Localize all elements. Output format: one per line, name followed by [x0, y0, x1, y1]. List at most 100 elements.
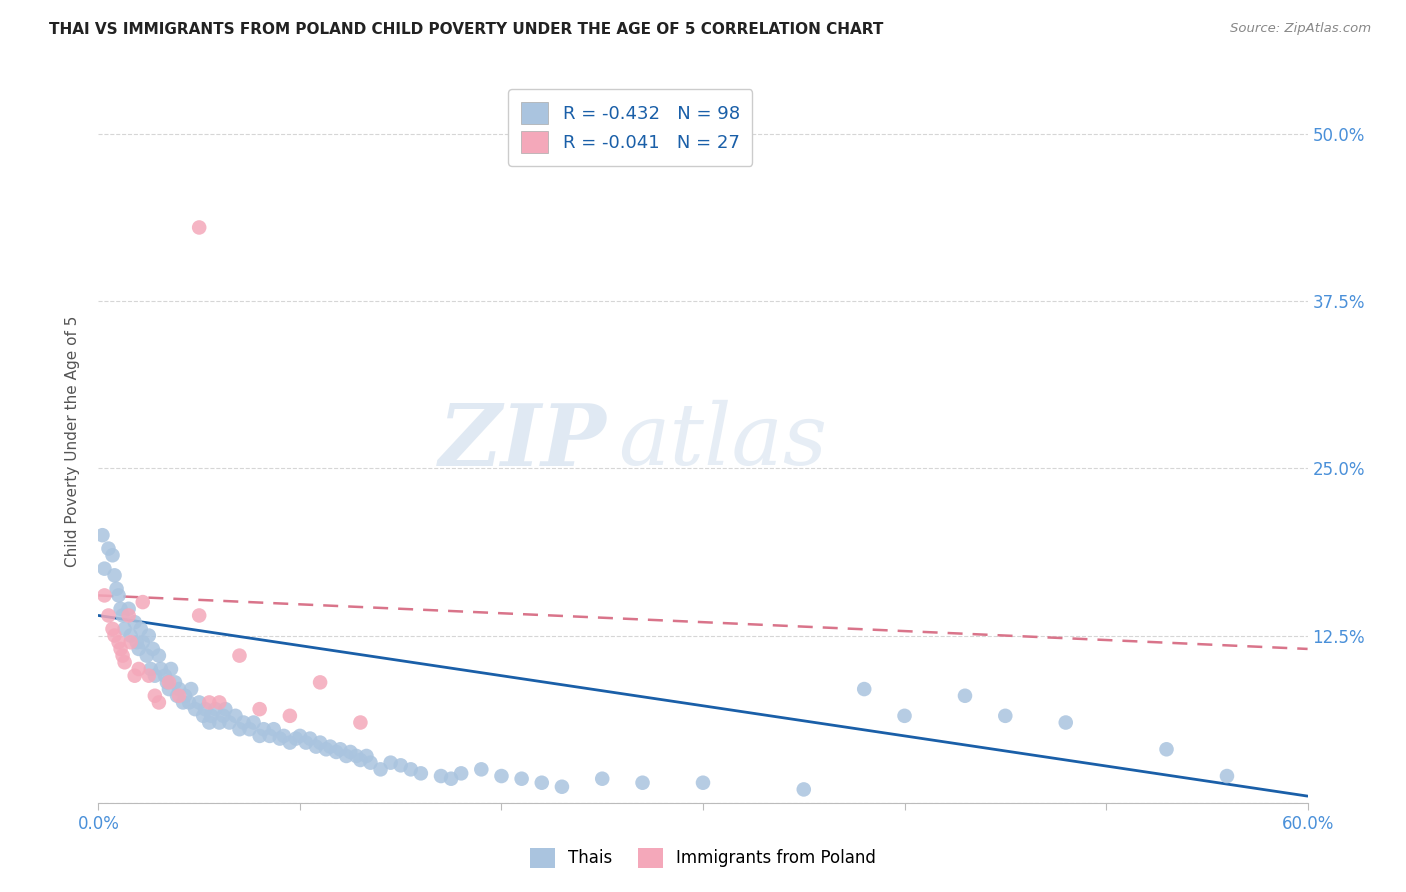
Point	[309, 735, 332, 749]
Point	[184, 702, 207, 716]
Point	[174, 689, 197, 703]
Point	[269, 731, 291, 746]
Point	[370, 762, 392, 776]
Point	[193, 708, 215, 723]
Point	[1156, 742, 1178, 756]
Point	[491, 769, 513, 783]
Point	[218, 715, 240, 730]
Point	[440, 772, 463, 786]
Point	[135, 648, 157, 663]
Point	[249, 729, 271, 743]
Point	[551, 780, 574, 794]
Text: THAI VS IMMIGRANTS FROM POLAND CHILD POVERTY UNDER THE AGE OF 5 CORRELATION CHAR: THAI VS IMMIGRANTS FROM POLAND CHILD POV…	[49, 22, 883, 37]
Point	[278, 708, 301, 723]
Point	[132, 635, 155, 649]
Point	[157, 681, 180, 696]
Point	[97, 608, 120, 623]
Point	[430, 769, 453, 783]
Point	[166, 689, 188, 703]
Point	[204, 702, 226, 716]
Point	[409, 766, 432, 780]
Point	[139, 662, 162, 676]
Point	[288, 729, 311, 743]
Point	[470, 762, 492, 776]
Point	[149, 662, 172, 676]
Point	[253, 723, 276, 737]
Point	[399, 762, 422, 776]
Point	[138, 669, 160, 683]
Point	[208, 715, 231, 730]
Point	[111, 608, 134, 623]
Point	[129, 622, 152, 636]
Point	[128, 662, 150, 676]
Point	[138, 628, 160, 642]
Point	[389, 758, 412, 772]
Point	[198, 696, 221, 710]
Point	[167, 689, 190, 703]
Legend: R = -0.432   N = 98, R = -0.041   N = 27: R = -0.432 N = 98, R = -0.041 N = 27	[509, 89, 752, 166]
Point	[692, 776, 714, 790]
Point	[156, 675, 179, 690]
Point	[101, 548, 124, 563]
Point	[167, 681, 190, 696]
Point	[339, 745, 361, 759]
Point	[259, 729, 281, 743]
Point	[120, 628, 142, 642]
Point	[160, 662, 183, 676]
Point	[232, 715, 254, 730]
Point	[208, 696, 231, 710]
Point	[107, 589, 129, 603]
Point	[93, 562, 115, 576]
Point	[273, 729, 295, 743]
Point	[103, 568, 125, 582]
Point	[188, 220, 211, 235]
Point	[125, 635, 148, 649]
Point	[953, 689, 976, 703]
Point	[172, 696, 194, 710]
Point	[530, 776, 553, 790]
Point	[124, 615, 146, 630]
Point	[299, 731, 322, 746]
Y-axis label: Child Poverty Under the Age of 5: Child Poverty Under the Age of 5	[65, 316, 80, 567]
Point	[148, 648, 170, 663]
Point	[124, 669, 146, 683]
Point	[143, 689, 166, 703]
Point	[103, 628, 125, 642]
Point	[309, 675, 332, 690]
Point	[631, 776, 654, 790]
Point	[194, 702, 217, 716]
Point	[349, 753, 371, 767]
Point	[132, 595, 155, 609]
Point	[200, 708, 222, 723]
Point	[180, 681, 202, 696]
Point	[118, 602, 141, 616]
Point	[179, 696, 201, 710]
Point	[198, 715, 221, 730]
Point	[295, 735, 318, 749]
Point	[105, 582, 128, 596]
Point	[356, 749, 378, 764]
Point	[153, 669, 176, 683]
Point	[163, 675, 186, 690]
Point	[349, 715, 371, 730]
Point	[188, 608, 211, 623]
Point	[994, 708, 1017, 723]
Point	[1054, 715, 1077, 730]
Point	[315, 742, 337, 756]
Point	[214, 702, 236, 716]
Legend: Thais, Immigrants from Poland: Thais, Immigrants from Poland	[523, 841, 883, 875]
Point	[278, 735, 301, 749]
Point	[325, 745, 347, 759]
Point	[793, 782, 815, 797]
Point	[107, 635, 129, 649]
Point	[114, 622, 136, 636]
Point	[224, 708, 246, 723]
Point	[110, 642, 132, 657]
Point	[148, 696, 170, 710]
Point	[120, 635, 142, 649]
Point	[242, 715, 264, 730]
Point	[110, 602, 132, 616]
Point	[319, 739, 342, 754]
Point	[1216, 769, 1239, 783]
Point	[239, 723, 262, 737]
